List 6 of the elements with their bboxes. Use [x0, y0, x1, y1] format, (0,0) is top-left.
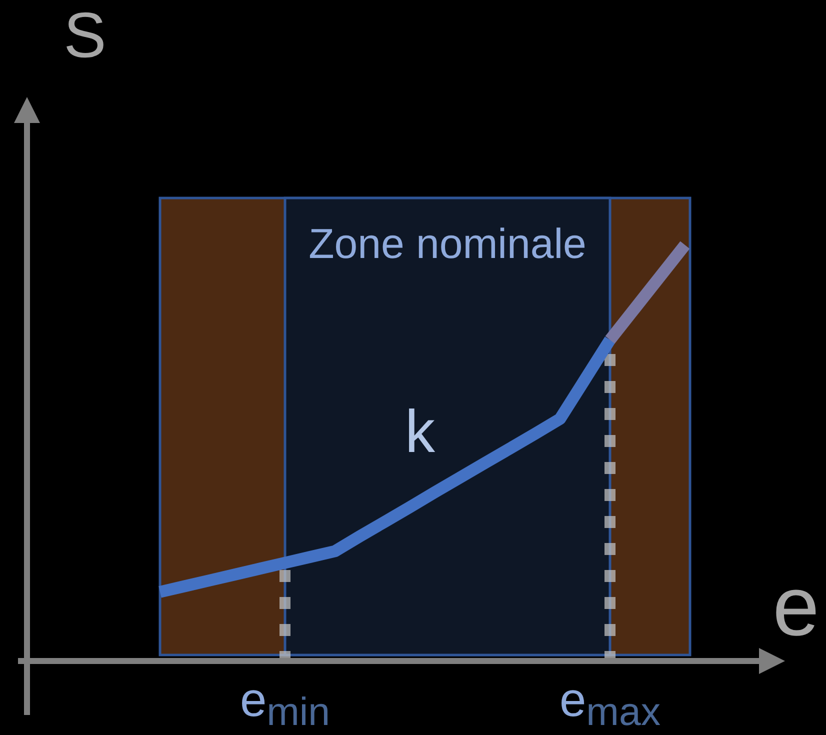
- y-axis-title: S: [64, 0, 106, 71]
- band-label: Zone nominale: [308, 220, 586, 267]
- x-tick-label: e$_{min}$: [240, 674, 330, 734]
- x-axis-title: e: [772, 559, 820, 653]
- x-tick-label: e$_{max}$: [559, 674, 661, 734]
- annotation: k: [405, 398, 436, 465]
